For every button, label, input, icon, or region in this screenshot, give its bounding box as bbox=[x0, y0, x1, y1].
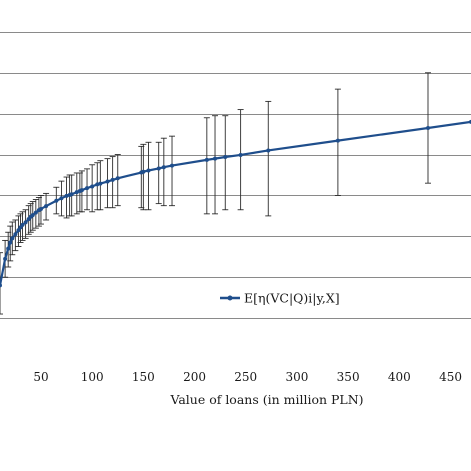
legend: E[η(VC|Q)i|y,X] bbox=[220, 291, 340, 306]
series-point bbox=[156, 166, 161, 171]
series-point bbox=[3, 256, 8, 261]
series-point bbox=[0, 283, 2, 288]
legend-label: E[η(VC|Q)i|y,X] bbox=[244, 291, 340, 306]
series-point bbox=[33, 210, 38, 215]
x-axis: 50 100 150 200 250 300 350 400 450 bbox=[33, 370, 462, 384]
series-point bbox=[85, 186, 90, 191]
series-point bbox=[98, 181, 103, 186]
series-point bbox=[115, 176, 120, 181]
legend-marker-swatch bbox=[227, 295, 233, 301]
series-point bbox=[23, 220, 28, 225]
series-line-group bbox=[0, 119, 471, 288]
x-tick-label: 350 bbox=[337, 370, 360, 384]
x-tick-label: 50 bbox=[33, 370, 48, 384]
series-point bbox=[16, 228, 21, 233]
x-tick-label: 200 bbox=[183, 370, 206, 384]
series-point bbox=[20, 222, 25, 227]
series-point bbox=[105, 179, 110, 184]
series-point bbox=[30, 213, 35, 218]
series-point bbox=[266, 148, 271, 153]
series-point bbox=[90, 184, 95, 189]
series-point bbox=[213, 156, 218, 161]
series-point bbox=[425, 125, 430, 130]
series-line bbox=[0, 120, 471, 286]
series-point bbox=[13, 232, 18, 237]
series-point bbox=[59, 196, 64, 201]
series-point bbox=[238, 152, 243, 157]
x-tick-label: 400 bbox=[388, 370, 411, 384]
x-tick-label: 300 bbox=[285, 370, 308, 384]
gridlines bbox=[0, 32, 471, 319]
series-point bbox=[161, 165, 166, 170]
x-tick-label: 150 bbox=[132, 370, 155, 384]
x-axis-label: Value of loans (in million PLN) bbox=[169, 392, 363, 407]
series-point bbox=[8, 240, 13, 245]
x-tick-label: 100 bbox=[81, 370, 104, 384]
series-point bbox=[170, 163, 175, 168]
x-tick-label: 450 bbox=[439, 370, 462, 384]
series-point bbox=[110, 177, 115, 182]
series-point bbox=[79, 188, 84, 193]
series-point bbox=[44, 204, 49, 209]
series-point bbox=[204, 157, 209, 162]
series-point bbox=[141, 169, 146, 174]
series-point bbox=[69, 192, 74, 197]
series-point bbox=[335, 138, 340, 143]
series-point bbox=[74, 190, 79, 195]
series-point bbox=[54, 198, 59, 203]
series-point bbox=[38, 206, 43, 211]
series-point bbox=[95, 182, 100, 187]
series-point bbox=[6, 246, 11, 251]
x-tick-label: 250 bbox=[234, 370, 257, 384]
series-point bbox=[10, 236, 15, 241]
series-point bbox=[64, 193, 69, 198]
series-point bbox=[146, 168, 151, 173]
series-point bbox=[223, 155, 228, 160]
